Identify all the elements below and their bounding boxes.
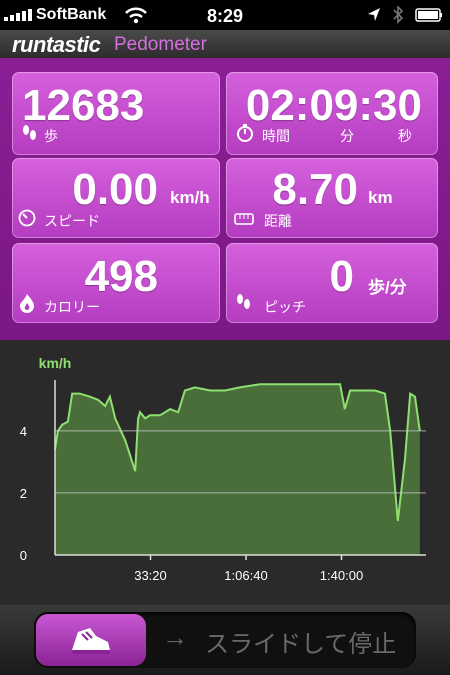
speed-tile: 0.00 km/h スピード: [12, 158, 220, 238]
shoe-icon: [72, 628, 110, 654]
speed-unit: km/h: [170, 188, 210, 207]
status-bar: SoftBank 8:29: [0, 0, 450, 30]
steps-label: 歩: [44, 128, 58, 144]
wifi-icon: [125, 7, 147, 24]
time-tile: 02:09:30 時間 分 秒: [226, 72, 438, 155]
speedometer-icon: [18, 209, 36, 227]
carrier: SoftBank: [36, 6, 107, 23]
clock: 8:29: [206, 6, 244, 26]
cadence-tile: 0 歩/分 ピッチ: [226, 243, 438, 323]
x-tick-label: 1:40:00: [320, 568, 363, 583]
ruler-icon: [234, 213, 254, 225]
distance-label: 距離: [264, 213, 292, 229]
speed-value: 0.00: [72, 165, 158, 214]
x-tick-label: 1:06:40: [224, 568, 267, 583]
speed-label: スピード: [44, 213, 100, 229]
slider-arrow: →: [162, 622, 188, 652]
x-tick-label: 33:20: [134, 568, 167, 583]
area-fill: [55, 384, 420, 555]
cadence-value: 0: [329, 252, 354, 301]
seconds-label: 秒: [398, 128, 412, 144]
flame-icon: [20, 294, 34, 313]
speed-chart: km/h 0 2 4 33:20 1:06:40 1:40:00: [20, 355, 426, 583]
signal-icon: [4, 9, 32, 21]
app-header: runtastic Pedometer: [0, 30, 450, 58]
distance-tile: 8.70 km 距離: [226, 158, 438, 238]
distance-value: 8.70: [272, 165, 358, 214]
y-tick-label: 0: [20, 548, 27, 563]
y-tick-label: 4: [20, 424, 27, 439]
distance-unit: km: [368, 188, 393, 207]
stopwatch-icon: [237, 124, 253, 142]
hours-label: 時間: [262, 128, 290, 144]
calories-label: カロリー: [44, 299, 100, 315]
cadence-unit: 歩/分: [368, 278, 407, 297]
chart-panel: km/h 0 2 4 33:20 1:06:40 1:40:00: [0, 340, 450, 605]
app-name: Pedometer: [114, 34, 207, 55]
steps-tile: 12683 歩: [12, 72, 220, 155]
brand: runtastic: [12, 32, 101, 57]
status-icons: [368, 6, 442, 24]
steps-value: 12683: [22, 81, 145, 130]
time-value: 02:09:30: [245, 81, 422, 130]
cadence-label: ピッチ: [264, 299, 306, 315]
calories-tile: 498 カロリー: [12, 243, 220, 323]
minutes-label: 分: [340, 128, 354, 144]
y-axis-label: km/h: [39, 355, 72, 371]
area-line: [54, 383, 421, 522]
slider-bar: → スライドして停止: [0, 605, 450, 675]
footprint-icon: [237, 294, 250, 309]
slider-text: スライドして停止: [205, 631, 397, 658]
calories-value: 498: [84, 252, 158, 301]
slider-knob[interactable]: [36, 614, 146, 666]
footprint-icon: [23, 125, 36, 140]
y-tick-label: 2: [20, 486, 27, 501]
